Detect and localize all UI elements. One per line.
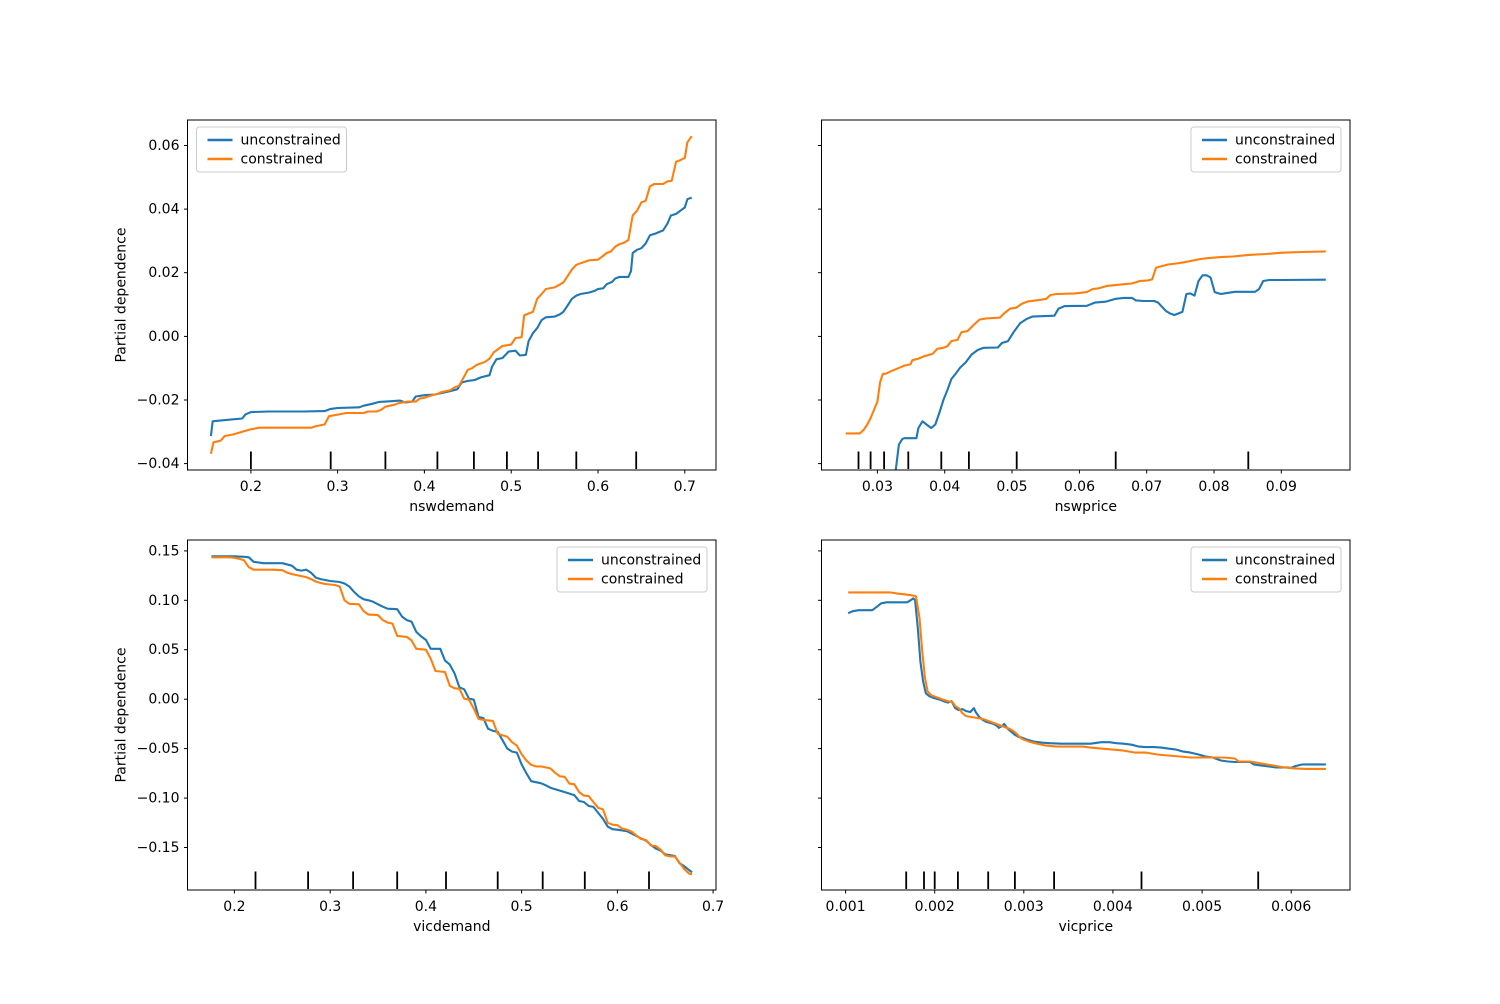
legend-label-constrained: constrained: [241, 152, 324, 168]
y-tick-label: 0.15: [148, 543, 179, 559]
x-tick-label: 0.2: [223, 899, 245, 915]
x-axis-title: vicprice: [1058, 919, 1113, 935]
y-tick-label: −0.10: [137, 791, 180, 807]
axes-frame: [821, 119, 1351, 471]
y-axis-title: Partial dependence: [114, 647, 130, 782]
legend-label-unconstrained: unconstrained: [241, 133, 341, 149]
legend: unconstrained constrained: [556, 546, 708, 593]
x-axis-title: vicdemand: [413, 919, 490, 935]
legend: unconstrained constrained: [196, 126, 347, 173]
legend: unconstrained constrained: [1190, 546, 1342, 593]
legend: unconstrained constrained: [1190, 126, 1342, 173]
x-axis: 0.001 0.002 0.003 0.004 0.005 0.006: [826, 890, 1311, 915]
x-tick-label: 0.07: [1131, 479, 1162, 495]
legend-label-unconstrained: unconstrained: [601, 553, 701, 569]
series-lines: [845, 250, 1326, 470]
x-tick-label: 0.2: [240, 479, 262, 495]
legend-label-constrained: constrained: [1235, 152, 1318, 168]
series-line-constrained: [211, 556, 693, 876]
y-axis-title: Partial dependence: [114, 227, 130, 362]
x-tick-label: 0.4: [413, 479, 435, 495]
y-axis: 0.15 0.10 0.05 0.00 −0.05 −0.10 −0.15: [137, 543, 188, 856]
subplot-vicprice: 0.001 0.002 0.003 0.004 0.005 0.006 vicprice un…: [818, 539, 1351, 935]
x-tick-label: 0.7: [702, 899, 724, 915]
y-tick-label: 0.05: [148, 642, 179, 658]
x-tick-label: 0.006: [1271, 899, 1311, 915]
x-tick-label: 0.08: [1198, 479, 1229, 495]
series-line-unconstrained: [894, 274, 1326, 470]
y-tick-label: −0.15: [137, 840, 180, 856]
x-tick-label: 0.04: [929, 479, 960, 495]
y-tick-label: 0.00: [148, 329, 179, 345]
series-lines: [847, 591, 1326, 770]
x-tick-label: 0.06: [1064, 479, 1095, 495]
subplot-vicdemand: 0.2 0.3 0.4 0.5 0.6 0.7 0.15 0.10 0.05 0.00 −0.05 −…: [114, 539, 724, 935]
x-axis: 0.2 0.3 0.4 0.5 0.6 0.7: [223, 890, 724, 915]
legend-box: [1190, 546, 1342, 593]
y-tick-label: 0.02: [148, 265, 179, 281]
series-lines: [211, 555, 693, 876]
y-axis: [818, 145, 822, 465]
x-tick-label: 0.6: [587, 479, 609, 495]
subplot-nswprice: 0.03 0.04 0.05 0.06 0.07 0.08 0.09 nswprice unco…: [818, 119, 1351, 515]
legend-box: [196, 126, 347, 173]
x-tick-label: 0.09: [1266, 479, 1297, 495]
x-tick-label: 0.004: [1093, 899, 1133, 915]
series-line-constrained: [845, 250, 1326, 435]
y-tick-label: −0.04: [137, 456, 180, 472]
x-tick-label: 0.6: [606, 899, 628, 915]
axes-frame: [187, 539, 717, 891]
x-tick-label: 0.3: [319, 899, 341, 915]
y-tick-label: 0.06: [148, 138, 179, 154]
legend-box: [1190, 126, 1342, 173]
series-line-constrained: [848, 591, 1326, 770]
x-tick-label: 0.03: [862, 479, 893, 495]
rug-marks: [857, 451, 1250, 469]
x-tick-label: 0.3: [326, 479, 348, 495]
rug-marks: [254, 871, 650, 889]
legend-label-constrained: constrained: [601, 572, 684, 588]
x-axis: 0.2 0.3 0.4 0.5 0.6 0.7: [240, 470, 696, 495]
x-tick-label: 0.5: [510, 899, 532, 915]
series-line-constrained: [209, 135, 693, 455]
legend-label-constrained: constrained: [1235, 572, 1318, 588]
x-axis-title: nswprice: [1055, 499, 1117, 515]
axes-frame: [821, 539, 1351, 891]
legend-box: [556, 546, 708, 593]
y-tick-label: −0.02: [137, 393, 180, 409]
x-tick-label: 0.05: [996, 479, 1027, 495]
y-tick-label: −0.05: [137, 741, 180, 757]
x-tick-label: 0.001: [826, 899, 866, 915]
series-line-unconstrained: [847, 597, 1326, 769]
rug-marks: [905, 871, 1260, 889]
series-lines: [209, 135, 693, 455]
x-tick-label: 0.5: [500, 479, 522, 495]
x-tick-label: 0.003: [1004, 899, 1044, 915]
x-tick-label: 0.005: [1182, 899, 1222, 915]
x-tick-label: 0.002: [915, 899, 955, 915]
legend-label-unconstrained: unconstrained: [1235, 133, 1335, 149]
rug-marks: [249, 451, 638, 469]
x-axis-title: nswdemand: [409, 499, 494, 515]
y-axis: 0.06 0.04 0.02 0.00 −0.02 −0.04: [137, 138, 188, 472]
subplot-nswdemand: 0.2 0.3 0.4 0.5 0.6 0.7 0.06 0.04 0.02 0.00 −0.02 −…: [114, 119, 717, 515]
y-tick-label: 0.00: [148, 692, 179, 708]
y-tick-label: 0.04: [148, 202, 179, 218]
axes-frame: [187, 119, 717, 471]
x-tick-label: 0.4: [415, 899, 437, 915]
y-tick-label: 0.10: [148, 593, 179, 609]
series-line-unconstrained: [211, 555, 693, 874]
x-axis: 0.03 0.04 0.05 0.06 0.07 0.08 0.09: [862, 470, 1297, 495]
series-line-unconstrained: [209, 196, 693, 437]
x-tick-label: 0.7: [674, 479, 696, 495]
legend-label-unconstrained: unconstrained: [1235, 553, 1335, 569]
y-axis: [818, 550, 822, 848]
